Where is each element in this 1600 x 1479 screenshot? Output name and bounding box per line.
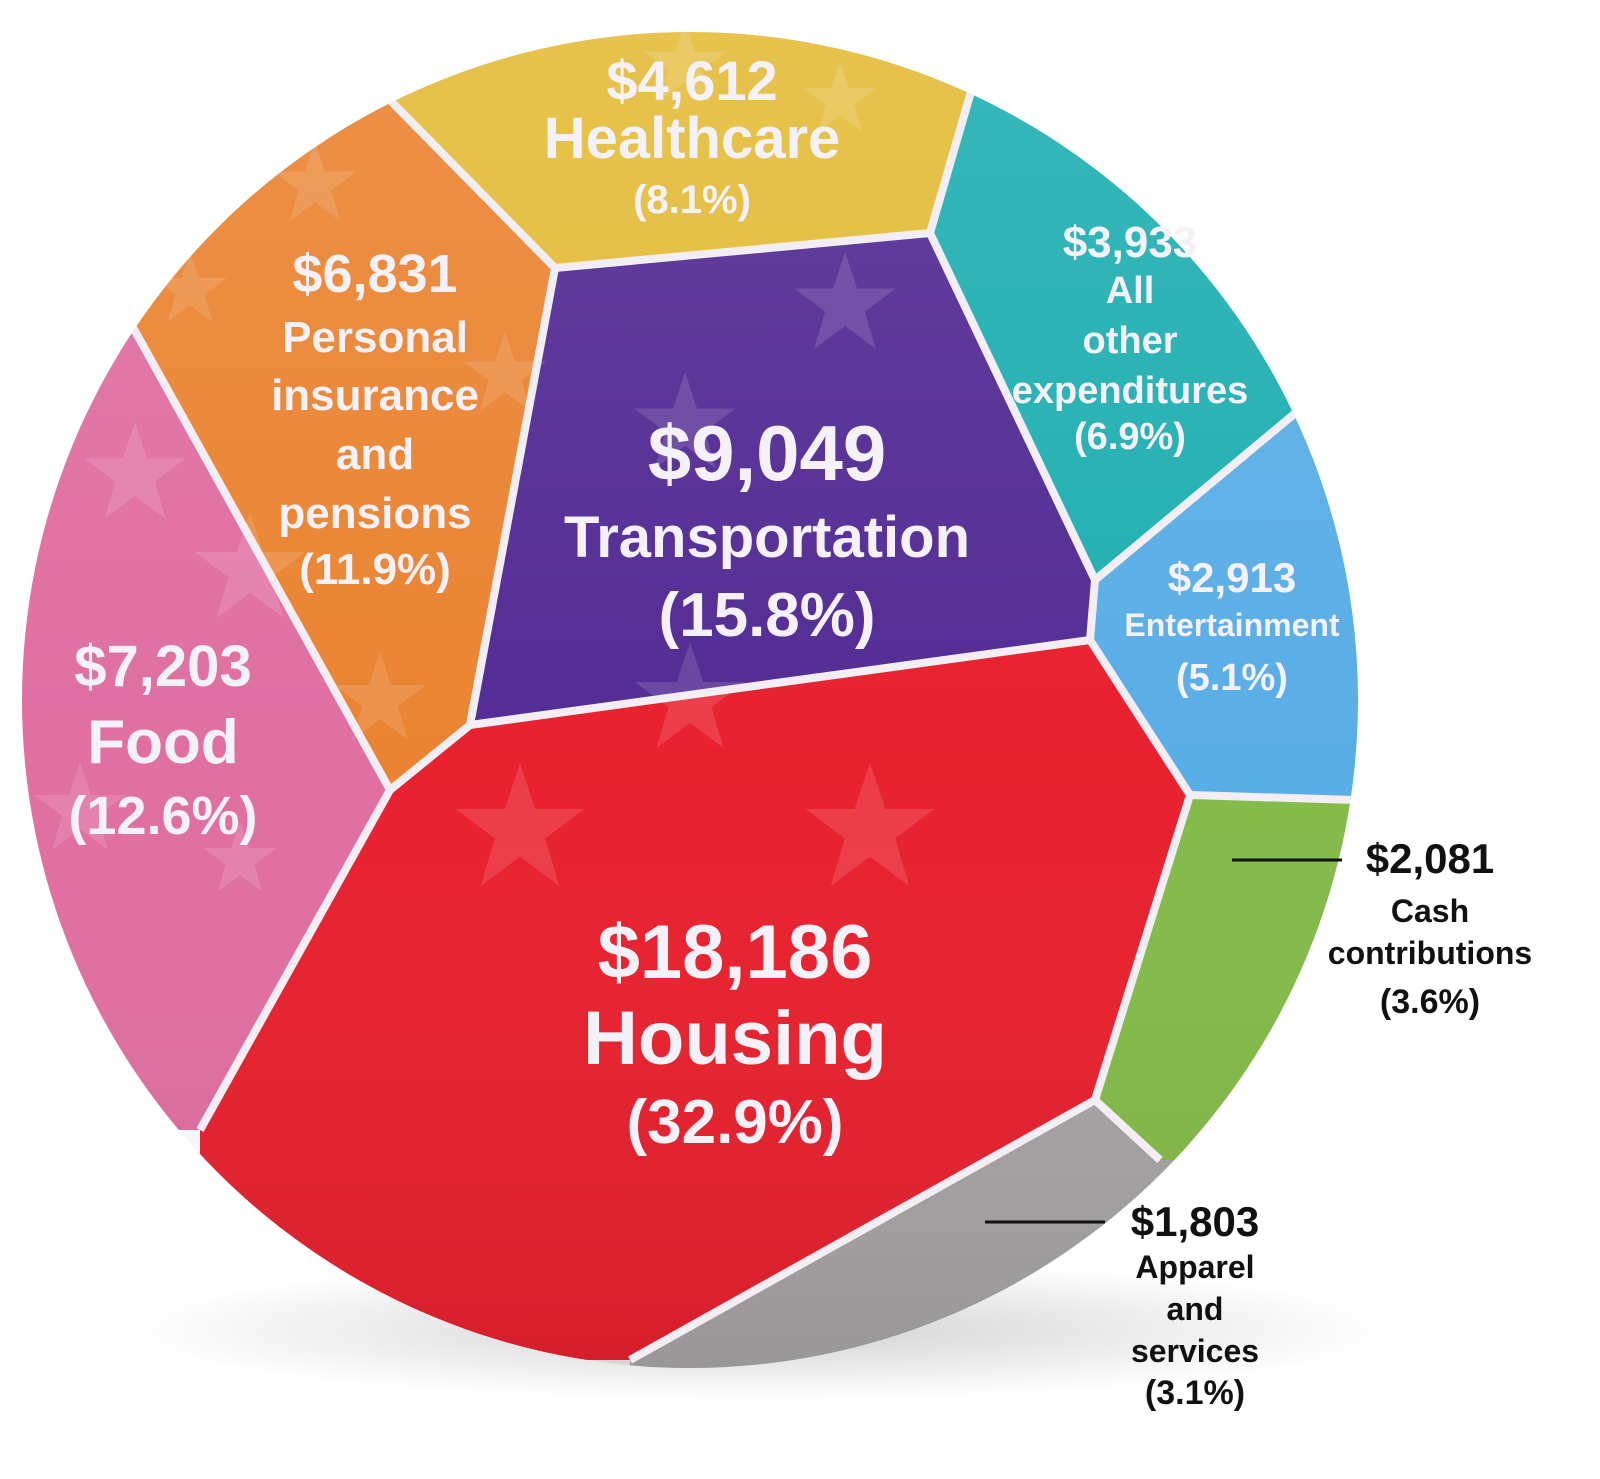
label-food: $7,203 Food (12.6%)	[68, 634, 257, 846]
housing-percent-label: (32.9%)	[626, 1088, 843, 1157]
all-other-expenditures-value-label: $3,933	[1063, 218, 1198, 267]
housing-value-label: $18,186	[598, 910, 873, 995]
entertainment-value-label: $2,913	[1168, 554, 1296, 601]
healthcare-percent-label: (8.1%)	[633, 178, 751, 222]
sphere-shine	[22, 32, 1358, 1368]
apparel-and-services-label-lines-2: services	[1131, 1333, 1259, 1369]
healthcare-label: Healthcare	[544, 106, 841, 171]
label-apparel-and-services: $1,803 Apparel and services (3.1%)	[1131, 1198, 1259, 1412]
apparel-and-services-label-lines-0: Apparel	[1135, 1249, 1254, 1285]
transportation-value-label: $9,049	[648, 409, 887, 497]
food-value-label: $7,203	[74, 634, 251, 699]
food-percent-label: (12.6%)	[68, 786, 257, 846]
apparel-and-services-label-lines-1: and	[1167, 1291, 1224, 1327]
label-personal-insurance-and-pensions: $6,831 Personal insurance and pensions (11.9%…	[271, 244, 479, 594]
transportation-label: Transportation	[564, 505, 970, 570]
transportation-percent-label: (15.8%)	[658, 581, 875, 650]
apparel-and-services-percent-label: (3.1%)	[1145, 1374, 1245, 1412]
all-other-expenditures-label-lines-2: expenditures	[1012, 370, 1249, 412]
healthcare-value-label: $4,612	[606, 49, 777, 112]
all-other-expenditures-percent-label: (6.9%)	[1074, 416, 1186, 458]
label-transportation: $9,049 Transportation (15.8%)	[564, 409, 970, 650]
label-cash-contributions: $2,081 Cash contributions (3.6%)	[1328, 835, 1532, 1021]
slice-separators	[126, 76, 1356, 1364]
apparel-and-services-value-label: $1,803	[1131, 1198, 1259, 1245]
personal-insurance-and-pensions-value-label: $6,831	[292, 244, 457, 304]
cash-contributions-percent-label: (3.6%)	[1380, 983, 1480, 1021]
personal-insurance-and-pensions-percent-label: (11.9%)	[299, 545, 451, 594]
personal-insurance-and-pensions-label-lines-3: pensions	[278, 489, 471, 538]
housing-label: Housing	[583, 996, 887, 1081]
entertainment-percent-label: (5.1%)	[1176, 657, 1288, 699]
personal-insurance-and-pensions-label-lines-1: insurance	[271, 371, 479, 420]
label-entertainment: $2,913 Entertainment (5.1%)	[1124, 554, 1339, 699]
entertainment-label: Entertainment	[1124, 607, 1339, 643]
cash-contributions-value-label: $2,081	[1366, 835, 1494, 882]
all-other-expenditures-label-lines-1: other	[1083, 320, 1178, 362]
personal-insurance-and-pensions-label-lines-2: and	[336, 430, 414, 479]
personal-insurance-and-pensions-label-lines-0: Personal	[282, 313, 468, 362]
outer-leader-lines	[985, 858, 1342, 1224]
food-label: Food	[87, 708, 239, 777]
cash-contributions-label-lines-0: Cash	[1391, 893, 1469, 929]
cash-contributions-label-lines-1: contributions	[1328, 935, 1532, 971]
all-other-expenditures-label-lines-0: All	[1106, 270, 1155, 312]
